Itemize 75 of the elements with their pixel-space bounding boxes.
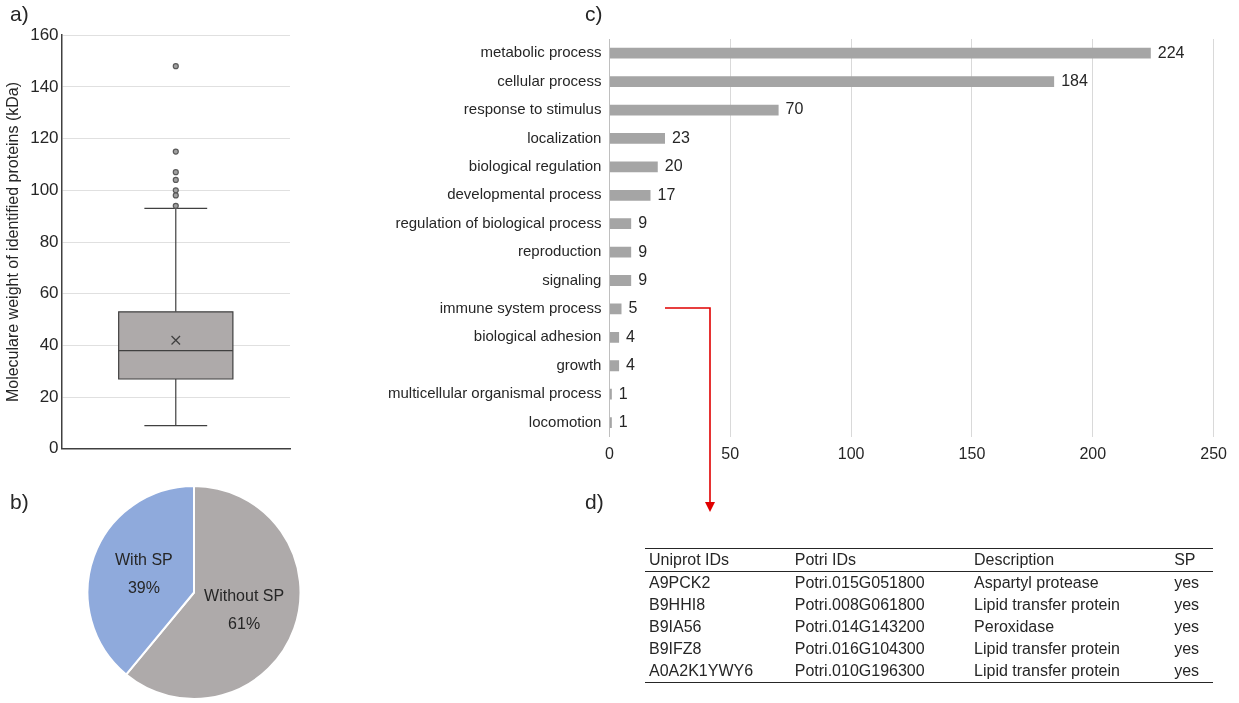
data-label: 39% [127, 578, 160, 596]
y-tick-label: reproduction [518, 242, 602, 260]
x-tick-label: 0 [604, 444, 614, 462]
text: Aspartyl protease [974, 574, 1099, 591]
category-label: Potri IDs [793, 550, 858, 570]
text: yes [1174, 596, 1200, 613]
text: Lipid transfer protein [974, 662, 1120, 679]
data-label: 4 [626, 327, 636, 345]
chart-title: a) [10, 2, 29, 26]
text: B9HHI8 [649, 596, 706, 613]
data-label: 61% [228, 614, 261, 632]
text: B9IFZ8 [649, 640, 702, 657]
y-tick-label: biological regulation [468, 157, 602, 174]
data-label: 9 [638, 270, 648, 288]
text: yes [1174, 640, 1200, 657]
category-label: Uniprot IDs [648, 550, 731, 570]
text: yes [1174, 662, 1200, 679]
text: yes [1174, 574, 1200, 591]
data-label: 9 [638, 242, 648, 260]
data-label: 184 [1061, 72, 1088, 90]
y-tick-label: immune system process [439, 299, 602, 317]
data-label: 5 [628, 299, 638, 317]
y-tick-label: 60 [39, 283, 59, 303]
x-tick-label: 100 [837, 444, 865, 462]
y-tick-label: locomotion [528, 412, 602, 430]
y-tick-label: 140 [30, 76, 59, 96]
x-tick-label: 200 [1079, 444, 1107, 462]
x-tick-label: 250 [1200, 444, 1228, 462]
y-axis-title: Moleculare weight of identified proteins (kDa) [4, 81, 22, 403]
data-label: 70 [785, 100, 804, 118]
y-tick-label: 20 [39, 386, 59, 406]
category-label: Description [973, 550, 1056, 570]
data-label: 9 [638, 214, 648, 232]
y-tick-label: metabolic process [480, 43, 602, 61]
text: Potri.010G196300 [794, 662, 925, 679]
text: yes [1174, 618, 1200, 635]
data-label: 17 [657, 185, 676, 203]
text: Peroxidase [974, 618, 1055, 635]
text: d) [585, 490, 604, 514]
y-tick-label: 120 [30, 128, 59, 148]
chart-title: c) [585, 2, 603, 26]
y-tick-label: response to stimulus [463, 100, 602, 118]
x-tick-label: 150 [958, 444, 986, 462]
y-tick-label: signaling [542, 270, 602, 288]
y-tick-label: developmental process [447, 185, 602, 203]
data-label: 23 [672, 128, 690, 146]
y-tick-label: regulation of biological process [395, 213, 602, 231]
text: Potri.014G143200 [794, 618, 925, 635]
slice-label: With SP [115, 550, 173, 568]
y-tick-label: multicellular organismal process [387, 384, 602, 402]
text: B9IA56 [649, 618, 702, 635]
data-label: 1 [618, 413, 628, 430]
data-label: 20 [664, 157, 683, 175]
text: A9PCK2 [649, 574, 711, 591]
data-label: 224 [1157, 43, 1185, 61]
y-tick-label: 100 [30, 179, 59, 199]
data-label: 4 [626, 356, 636, 374]
x-tick-label: 50 [721, 444, 740, 462]
chart-title: b) [10, 490, 29, 514]
y-tick-label: 40 [39, 335, 59, 355]
text: Potri.008G061800 [794, 596, 925, 613]
text: A0A2K1YWY6 [649, 662, 754, 679]
y-tick-label: 160 [30, 24, 59, 44]
text: Lipid transfer protein [974, 596, 1120, 613]
data-label: 1 [618, 384, 628, 402]
y-tick-label: biological adhesion [473, 327, 602, 345]
y-tick-label: 80 [39, 231, 59, 251]
y-tick-label: localization [527, 128, 602, 146]
slice-label: Without SP [204, 586, 285, 604]
y-tick-label: cellular process [497, 71, 602, 89]
text: Potri.015G051800 [794, 574, 925, 591]
category-label: SP [1173, 550, 1197, 570]
text: Lipid transfer protein [974, 640, 1120, 657]
y-tick-label: growth [556, 355, 602, 373]
text: Potri.016G104300 [794, 640, 925, 657]
